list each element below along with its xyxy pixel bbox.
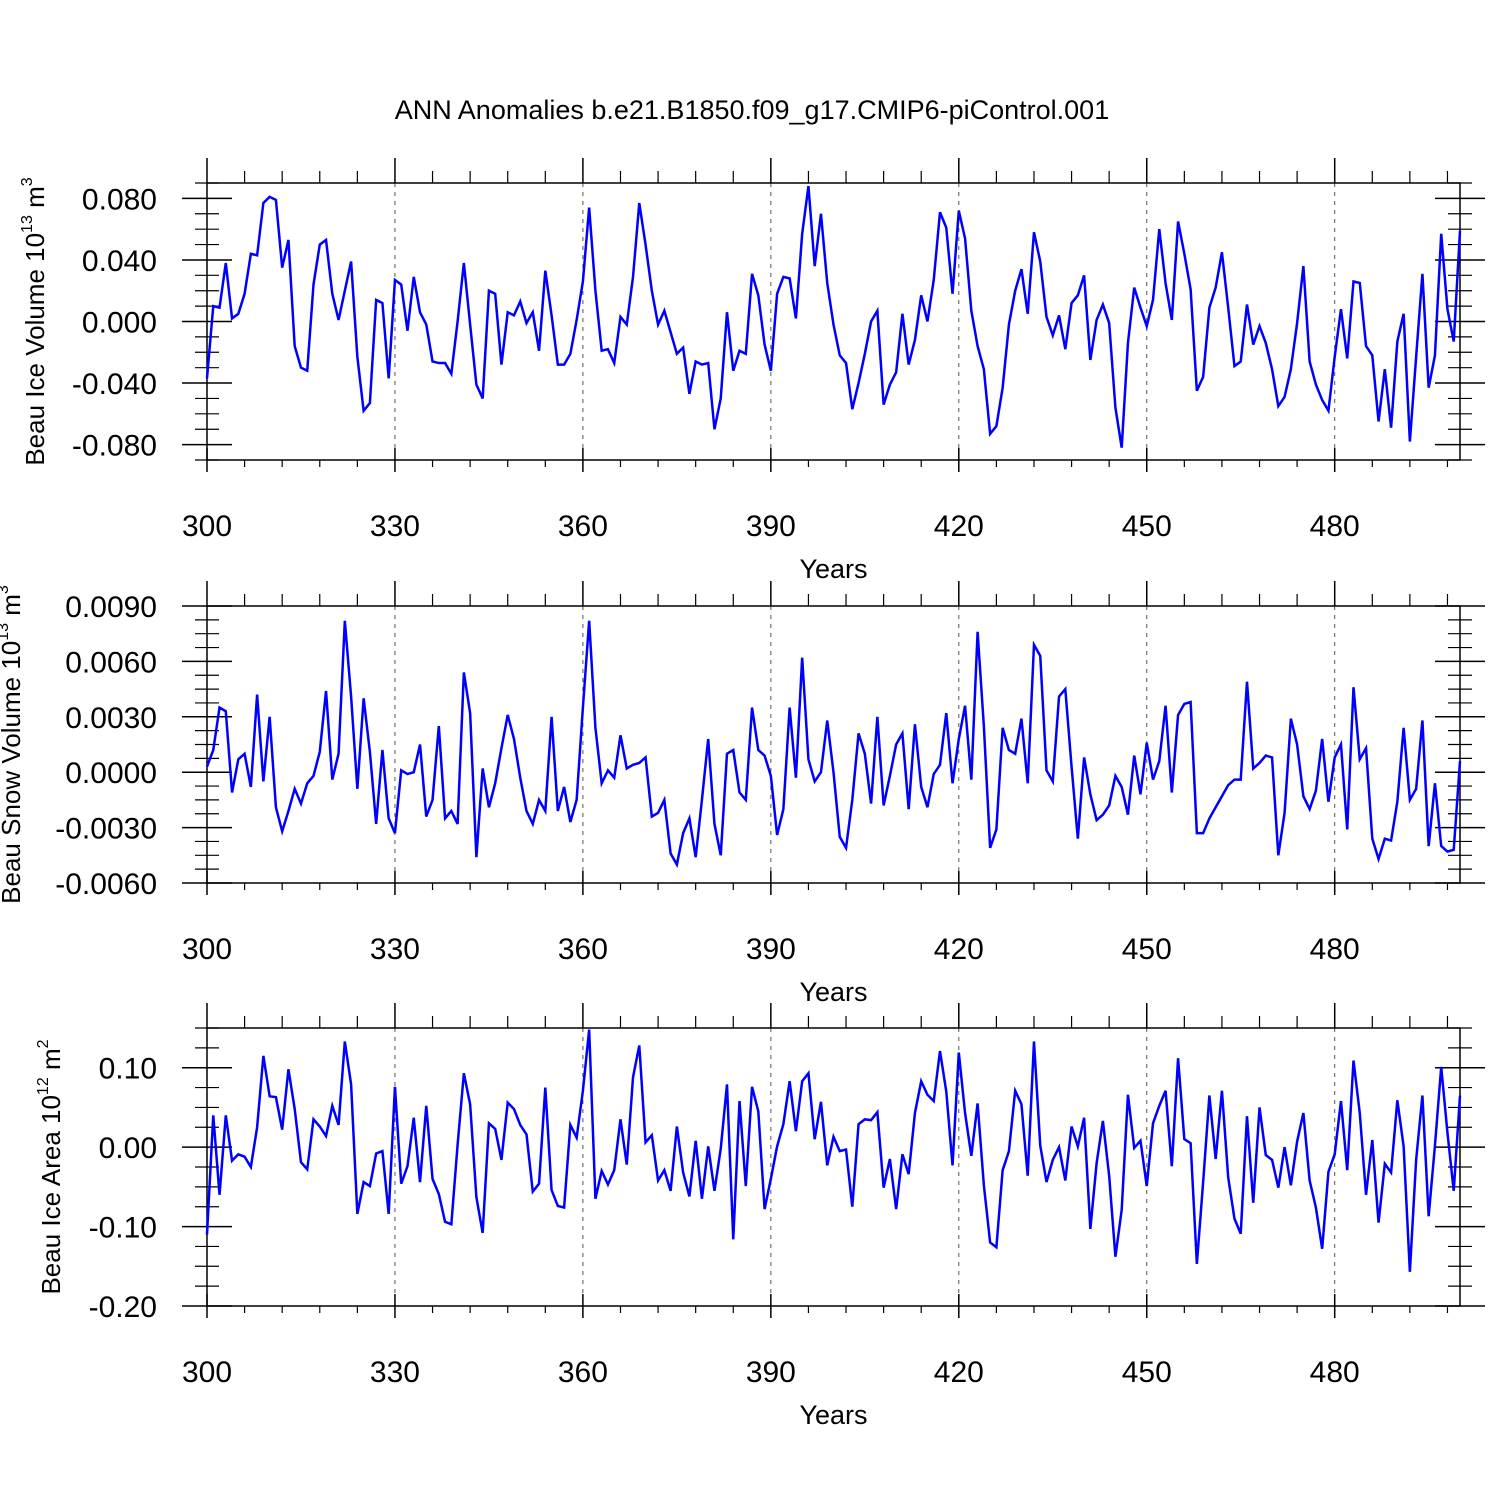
x-tick-label: 300 [182,933,232,966]
x-tick-label: 420 [934,1356,984,1389]
y-tick-label: 0.0030 [65,702,157,735]
series-line [205,620,1462,869]
x-tick-label: 300 [182,510,232,543]
x-tick-label: 360 [558,933,608,966]
x-tick-label: 450 [1122,1356,1172,1389]
y-tick-label: 0.0000 [65,757,157,790]
x-tick-label: 450 [1122,510,1172,543]
x-tick-label: 390 [746,510,796,543]
y-tick-label: 0.00 [99,1132,157,1165]
x-tick-label: 330 [370,1356,420,1389]
series-line [205,185,1462,448]
x-tick-label: 360 [558,1356,608,1389]
y-tick-label: 0.040 [82,245,157,278]
y-tick-label: -0.040 [72,368,157,401]
panel-2: 300 330 360 390 420 450 480 -0.0060 -0.0030 0.000… [0,581,1485,1007]
y-tick-label: -0.0030 [55,813,157,846]
y-tick-label: -0.080 [72,430,157,463]
x-tick-label: 480 [1310,933,1360,966]
x-tick-label: 420 [934,933,984,966]
panel-1: 300 330 360 390 420 450 480 -0.080 -0.040 0.000 0.… [19,158,1485,584]
y-tick-label: -0.20 [89,1291,157,1324]
y-tick-label: 0.000 [82,307,157,340]
y-tick-label: 0.080 [82,183,157,216]
x-tick-label: 480 [1310,510,1360,543]
x-tick-label: 330 [370,510,420,543]
figure-title: ANN Anomalies b.e21.B1850.f09_g17.CMIP6-… [395,95,1109,125]
x-tick-label: 390 [746,933,796,966]
x-tick-label: 330 [370,933,420,966]
y-tick-label: -0.10 [89,1212,157,1245]
y-axis-label: Beau Ice Volume 1013 m3 [19,177,50,465]
y-tick-label: 0.10 [99,1053,157,1086]
x-tick-label: 300 [182,1356,232,1389]
y-axis-label: Beau Ice Area 1012 m2 [35,1039,66,1294]
x-axis-label: Years [799,977,867,1007]
x-axis-label: Years [799,554,867,584]
x-axis-label: Years [799,1400,867,1430]
panel-3: 300 330 360 390 420 450 480 -0.20 -0.10 0.00 0.10 Y… [35,1003,1485,1430]
y-tick-label: -0.0060 [55,868,157,901]
x-tick-label: 450 [1122,933,1172,966]
y-tick-label: 0.0060 [65,646,157,679]
x-tick-label: 420 [934,510,984,543]
y-tick-label: 0.0090 [65,591,157,624]
y-axis-label: Beau Snow Volume 1013 m3 [0,585,26,904]
x-tick-label: 390 [746,1356,796,1389]
x-tick-label: 480 [1310,1356,1360,1389]
series-line [205,1029,1462,1272]
x-tick-label: 360 [558,510,608,543]
